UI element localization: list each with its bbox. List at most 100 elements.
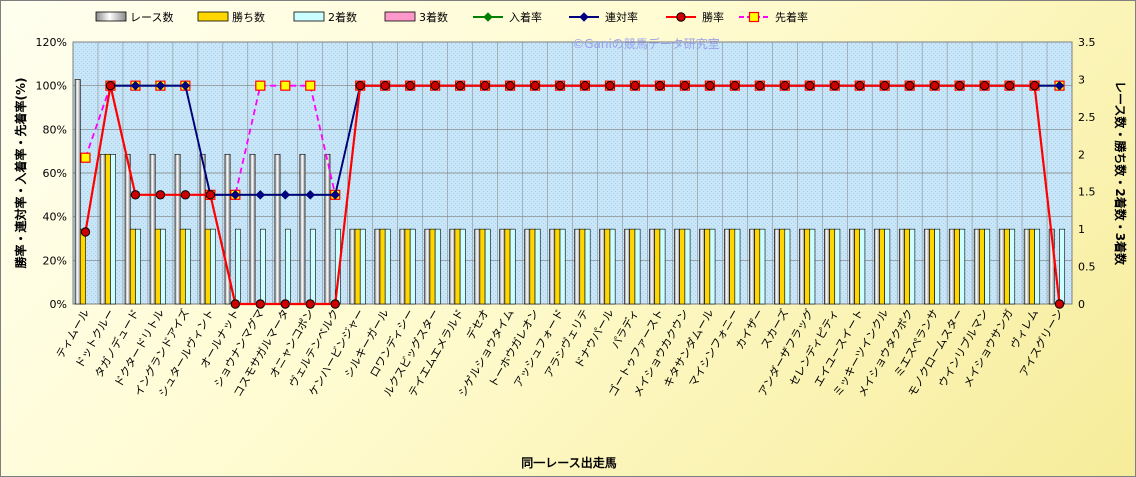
bar-races	[124, 153, 131, 305]
bar-wins	[604, 228, 611, 305]
y-left-tick-label: 40%	[43, 211, 67, 224]
bar-wins	[404, 228, 411, 305]
bar-races	[199, 153, 206, 305]
bar-races	[174, 153, 181, 305]
bar-wins	[204, 228, 211, 305]
bar-races	[749, 228, 755, 305]
bar-wins	[154, 228, 161, 305]
legend-marker	[483, 12, 493, 22]
line-win-rate-point	[929, 80, 940, 91]
bar-wins	[779, 228, 786, 305]
bar-races	[574, 228, 581, 305]
bar-races	[599, 228, 606, 305]
line-rentai-rate-point	[230, 190, 241, 200]
bar-second	[759, 228, 766, 305]
bar-second	[409, 228, 416, 305]
bar-second	[584, 228, 591, 305]
plot-area	[72, 41, 1073, 309]
line-rentai-rate-point	[255, 190, 266, 200]
bar-second	[210, 228, 216, 305]
bar-second	[659, 228, 666, 305]
line-win-rate-point	[530, 80, 540, 91]
bar-second	[434, 228, 441, 305]
y-left-tick-label: 60%	[43, 167, 67, 180]
bar-races	[873, 228, 880, 305]
bar-wins	[129, 228, 136, 305]
bar-second	[135, 228, 141, 305]
bar-races	[973, 228, 980, 305]
bar-second	[484, 228, 491, 305]
bar-second	[185, 228, 191, 305]
line-win-rate-point	[80, 227, 91, 237]
line-win-rate-point	[305, 299, 315, 309]
y-axis-right-title: レース数・勝ち数・2着数・3着数	[1113, 81, 1128, 266]
bar-wins	[804, 228, 811, 305]
x-axis-title: 同一レース出走馬	[521, 455, 616, 470]
y-left-tick-label: 80%	[43, 123, 67, 136]
bar-races	[549, 228, 556, 305]
line-rentai-rate-point	[180, 80, 191, 91]
line-win-rate-point	[755, 80, 765, 91]
bar-wins	[904, 228, 910, 305]
bar-wins	[79, 228, 86, 305]
bar-wins	[554, 228, 561, 305]
line-win-rate-point	[1054, 299, 1065, 309]
bar-second	[384, 228, 391, 305]
line-win-rate	[84, 84, 1061, 306]
line-win-rate-point	[605, 80, 615, 91]
bar-second	[909, 228, 916, 305]
bar-second	[884, 228, 891, 305]
legend-marker	[676, 12, 686, 22]
bar-races	[449, 228, 456, 305]
bar-second	[734, 228, 741, 305]
bar-second	[959, 228, 966, 305]
bar-second	[284, 228, 291, 305]
line-win-rate-point	[680, 80, 690, 91]
bar-races	[324, 153, 331, 305]
bar-races	[774, 228, 780, 305]
bar-races	[898, 228, 905, 305]
line-win-rate-point	[130, 190, 141, 200]
line-win-rate-point	[180, 190, 191, 200]
bar-wins	[529, 228, 536, 305]
y-right-tick-label: 1.5	[1078, 186, 1096, 199]
y-right-tick-label: 0.5	[1078, 261, 1096, 274]
legend-label: 3着数	[419, 10, 448, 24]
bar-second	[1059, 228, 1066, 305]
line-win-rate-point	[855, 80, 865, 91]
y-right-tick-label: 3.5	[1078, 36, 1096, 49]
bar-second	[684, 228, 691, 305]
legend-label: 2着数	[328, 10, 357, 24]
line-win-rate-point	[580, 80, 590, 91]
bar-wins	[354, 228, 361, 305]
line-win-rate-point	[630, 80, 640, 91]
bar-wins	[879, 228, 885, 305]
bar-second	[309, 228, 316, 305]
bar-wins	[829, 228, 836, 305]
bar-races	[799, 228, 805, 305]
bar-wins	[679, 228, 686, 305]
bar-races	[923, 228, 930, 305]
bar-races	[998, 228, 1005, 305]
bar-second	[235, 228, 241, 305]
bar-second	[934, 228, 941, 305]
bar-races	[724, 228, 730, 305]
bar-races	[74, 79, 81, 305]
line-win-rate-point	[455, 80, 465, 91]
bar-races	[849, 228, 855, 305]
bar-races	[424, 228, 431, 305]
legend-swatch	[197, 11, 229, 22]
y-left-tick-label: 100%	[36, 80, 67, 93]
bar-second	[984, 228, 991, 305]
line-win-rate-point	[1029, 80, 1040, 91]
line-win-rate-point	[979, 80, 990, 91]
bar-second	[809, 228, 816, 305]
bar-second	[609, 228, 616, 305]
legend-label: 勝ち数	[232, 10, 265, 24]
bar-races	[374, 228, 381, 305]
bar-races	[948, 228, 955, 305]
line-rentai-rate-point	[155, 80, 166, 91]
y-right-tick-label: 3	[1078, 73, 1085, 86]
line-win-rate-point	[430, 80, 440, 91]
